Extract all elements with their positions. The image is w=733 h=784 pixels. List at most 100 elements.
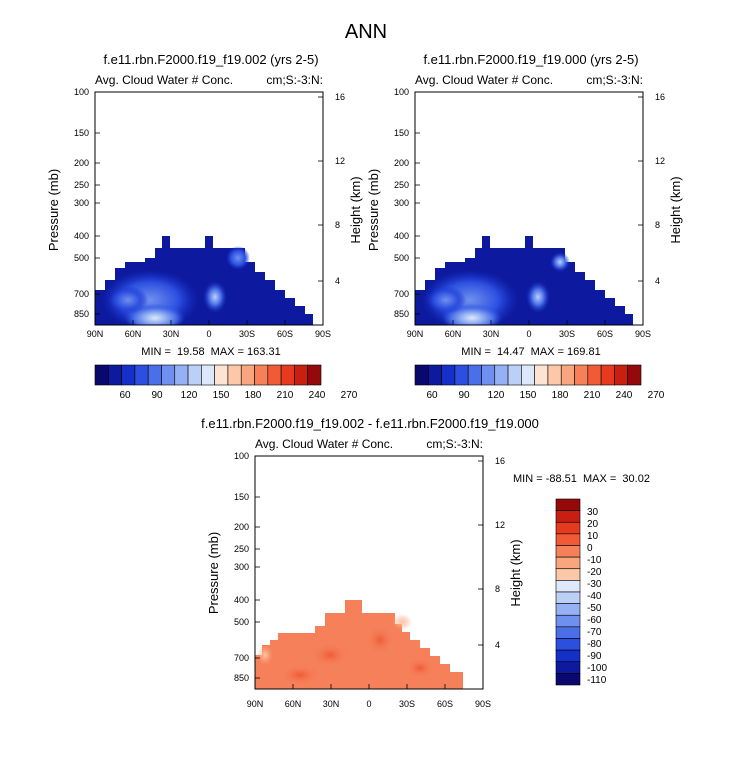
min-max-stats: MIN = 14.47 MAX = 169.81 bbox=[461, 346, 600, 358]
colorbar-label: 120 bbox=[181, 390, 198, 401]
colorbar-swatch bbox=[555, 614, 581, 628]
panel-title: f.e11.rbn.F2000.f19_f19.000 (yrs 2-5) bbox=[423, 52, 638, 67]
colorbar-swatch bbox=[107, 364, 122, 386]
field-blob bbox=[280, 665, 320, 685]
x-tick-label: 0 bbox=[366, 699, 371, 709]
y-tick-label: 250 bbox=[74, 180, 89, 190]
right-string: cm;S:-3:N: bbox=[586, 73, 643, 87]
panel-model-002: f.e11.rbn.F2000.f19_f19.002 (yrs 2-5) Av… bbox=[46, 52, 363, 401]
y-right-tick-label: 12 bbox=[655, 156, 665, 166]
x-tick-label: 30N bbox=[163, 329, 180, 339]
x-tick-label: 60N bbox=[445, 329, 462, 339]
colorbar-label: 270 bbox=[648, 390, 665, 401]
colorbar-swatch bbox=[414, 364, 429, 386]
colorbar-swatch bbox=[294, 364, 309, 386]
colorbar-swatch bbox=[534, 364, 549, 386]
colorbar-swatch bbox=[481, 364, 496, 386]
colorbar-swatch bbox=[555, 580, 581, 593]
colorbar-label: 60 bbox=[426, 390, 438, 401]
colorbar-swatch bbox=[555, 626, 581, 639]
y-right-tick-label: 4 bbox=[655, 276, 660, 286]
colorbar-swatch bbox=[454, 364, 469, 386]
y-tick-label: 150 bbox=[394, 128, 409, 138]
colorbar-label: -30 bbox=[587, 579, 602, 590]
colorbar-label: 270 bbox=[341, 390, 358, 401]
colorbar-label: 20 bbox=[587, 519, 599, 530]
left-string: Avg. Cloud Water # Conc. bbox=[415, 73, 553, 87]
y-tick-label: 300 bbox=[394, 198, 409, 208]
y-tick-label: 100 bbox=[234, 451, 249, 461]
field-blob bbox=[257, 645, 273, 665]
y-right-tick-label: 8 bbox=[655, 220, 660, 230]
colorbar-label: 150 bbox=[213, 390, 230, 401]
left-string: Avg. Cloud Water # Conc. bbox=[95, 73, 233, 87]
y-tick-label: 200 bbox=[234, 522, 249, 532]
colorbar-swatch bbox=[555, 649, 581, 663]
field-blob bbox=[108, 286, 148, 314]
tick-marks bbox=[94, 91, 324, 325]
y-tick-label: 400 bbox=[394, 231, 409, 241]
colorbar-swatch bbox=[627, 364, 642, 386]
y-tick-label: 300 bbox=[234, 562, 249, 572]
colorbar-swatch bbox=[240, 364, 255, 386]
colorbar-swatch bbox=[280, 364, 295, 386]
colorbar-swatch bbox=[174, 364, 189, 386]
colorbar-label: 210 bbox=[277, 390, 294, 401]
colorbar-label: -60 bbox=[587, 615, 602, 626]
colorbar-swatch bbox=[427, 364, 442, 386]
y-right-tick-label: 4 bbox=[495, 640, 500, 650]
field-blob bbox=[406, 658, 434, 678]
x-tick-label: 90N bbox=[247, 699, 264, 709]
x-tick-label: 0 bbox=[526, 329, 531, 339]
y-axis-label: Pressure (mb) bbox=[46, 169, 61, 251]
x-tick-label: 60S bbox=[597, 329, 613, 339]
y-right-axis-label: Height (km) bbox=[348, 176, 363, 243]
figure-title: ANN bbox=[345, 21, 387, 43]
x-tick-label: 60N bbox=[285, 699, 302, 709]
colorbar-label: 90 bbox=[458, 390, 470, 401]
colorbar-label: 60 bbox=[119, 390, 131, 401]
tick-marks bbox=[414, 91, 644, 325]
panel-difference: f.e11.rbn.F2000.f19_f19.002 - f.e11.rbn.… bbox=[201, 416, 650, 709]
colorbar-swatch bbox=[555, 591, 581, 604]
colorbar-swatch bbox=[494, 364, 509, 386]
x-tick-label: 30N bbox=[483, 329, 500, 339]
colorbar-label: 180 bbox=[245, 390, 262, 401]
x-tick-label: 30N bbox=[323, 699, 340, 709]
x-tick-label: 90N bbox=[87, 329, 104, 339]
colorbar-label: -100 bbox=[587, 663, 607, 674]
colorbar-swatch bbox=[555, 556, 581, 570]
x-tick-label: 30S bbox=[399, 699, 415, 709]
y-right-tick-label: 8 bbox=[335, 220, 340, 230]
colorbar-swatch bbox=[555, 661, 581, 674]
colorbar-label: 210 bbox=[584, 390, 601, 401]
field-blob bbox=[312, 643, 348, 667]
x-tick-label: 90S bbox=[315, 329, 331, 339]
colorbar-swatch bbox=[555, 521, 581, 535]
y-tick-label: 500 bbox=[234, 617, 249, 627]
colorbar-swatch bbox=[214, 364, 229, 386]
x-tick-label: 60S bbox=[277, 329, 293, 339]
colorbar-swatch bbox=[94, 364, 109, 386]
colorbar-label: -50 bbox=[587, 603, 602, 614]
colorbar-swatch bbox=[555, 603, 581, 616]
min-max-stats: MIN = -88.51 MAX = 30.02 bbox=[513, 473, 650, 485]
colorbar-label: -70 bbox=[587, 627, 602, 638]
x-tick-label: 90S bbox=[635, 329, 651, 339]
y-tick-label: 250 bbox=[234, 544, 249, 554]
field-blob bbox=[426, 286, 466, 314]
right-string: cm;S:-3:N: bbox=[426, 437, 483, 451]
colorbar-swatch bbox=[147, 364, 162, 386]
colorbar-swatch bbox=[521, 364, 535, 386]
colorbar-swatch bbox=[555, 568, 581, 581]
y-tick-label: 400 bbox=[74, 231, 89, 241]
y-right-tick-label: 4 bbox=[335, 276, 340, 286]
colorbar-label: 90 bbox=[151, 390, 163, 401]
colorbar-label: 150 bbox=[520, 390, 537, 401]
colorbar-swatch bbox=[555, 638, 581, 651]
contour-field bbox=[95, 236, 313, 325]
panel-model-000: f.e11.rbn.F2000.f19_f19.000 (yrs 2-5) Av… bbox=[366, 52, 683, 401]
colorbar-swatch bbox=[547, 364, 562, 386]
field-blob bbox=[203, 281, 227, 313]
